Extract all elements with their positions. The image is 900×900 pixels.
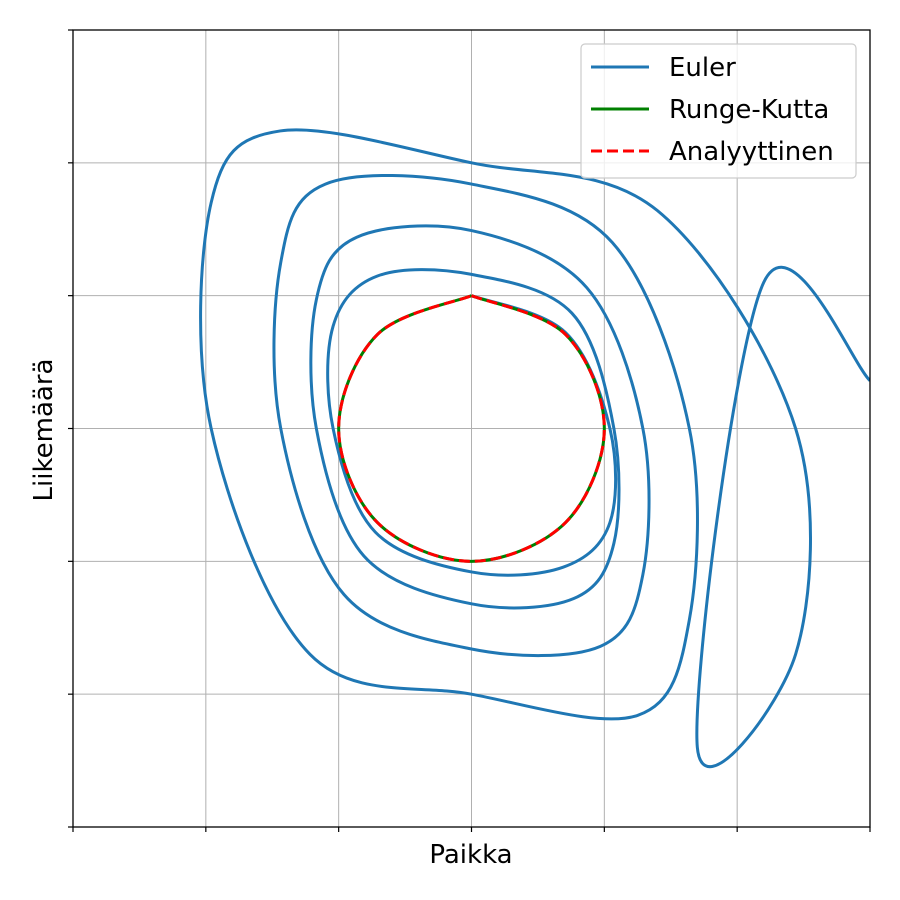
legend-label-runge-kutta: Runge-Kutta (669, 95, 829, 125)
x-axis-label: Paikka (429, 840, 512, 870)
y-axis-label: Liikemäärä (29, 359, 59, 502)
series-layer (199, 128, 870, 768)
legend-label-euler: Euler (669, 53, 736, 83)
legend-label-analyyttinen: Analyyttinen (669, 137, 834, 167)
legend-box (580, 43, 857, 179)
ticks (68, 29, 871, 832)
series-line-analyyttinen (337, 294, 606, 563)
series-line-euler (199, 128, 870, 768)
legend: Euler Runge-Kutta Analyyttinen (580, 43, 857, 179)
